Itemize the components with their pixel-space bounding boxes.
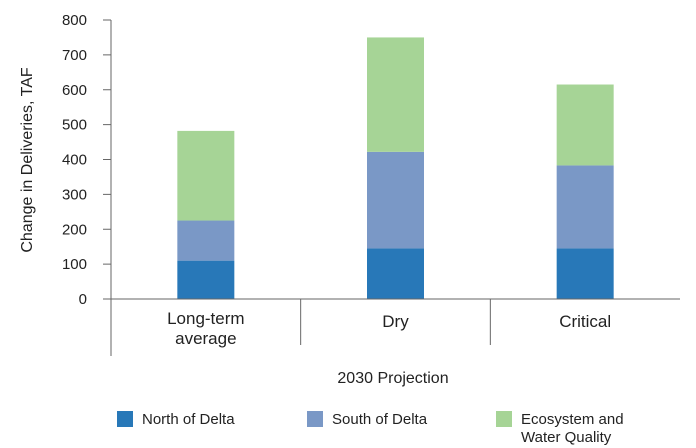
category-label-line: Long-term (167, 309, 244, 328)
category-label: Critical (559, 312, 611, 331)
y-axis-label: Change in Deliveries, TAF (19, 67, 36, 252)
category-label-line: Dry (382, 312, 409, 331)
bar-segment (367, 248, 424, 299)
x-axis: Long-term average Dry Critical (111, 298, 680, 348)
legend-label: South of Delta (332, 411, 428, 428)
y-tick-label: 800 (62, 12, 87, 29)
bar-segment (367, 151, 424, 249)
legend-swatch (307, 411, 323, 427)
legend-label-line: North of Delta (142, 411, 235, 428)
bar-segment (367, 37, 424, 152)
category-label-line: average (175, 329, 236, 348)
bar-segment (177, 220, 235, 261)
x-axis-label: 2030 Projection (337, 370, 448, 387)
category-label: Dry (382, 312, 409, 331)
bars (177, 37, 614, 299)
y-tick-label: 600 (62, 82, 87, 99)
bar-segment (556, 165, 614, 249)
y-tick-label: 400 (62, 152, 87, 169)
legend: North of Delta South of Delta Ecosystem an… (117, 411, 624, 446)
legend-label: Ecosystem and Water Quality (521, 411, 624, 446)
y-tick-label: 500 (62, 117, 87, 134)
y-tick-label: 300 (62, 186, 87, 203)
legend-swatch (496, 411, 512, 427)
legend-label-line: Water Quality (521, 429, 612, 446)
bar-segment (556, 248, 614, 299)
bar-segment (556, 84, 614, 166)
legend-label-line: South of Delta (332, 411, 428, 428)
legend-label-line: Ecosystem and (521, 411, 624, 428)
y-tick-label: 700 (62, 47, 87, 64)
y-tick-label: 200 (62, 221, 87, 238)
y-axis: 0 100 200 300 400 500 600 700 800 (62, 12, 112, 356)
legend-swatch (117, 411, 133, 427)
y-tick-label: 0 (79, 291, 87, 308)
y-tick-label: 100 (62, 256, 87, 273)
category-label-line: Critical (559, 312, 611, 331)
bar-segment (177, 130, 235, 221)
legend-label: North of Delta (142, 411, 235, 428)
bar-segment (177, 260, 235, 299)
category-label: Long-term average (167, 309, 244, 348)
